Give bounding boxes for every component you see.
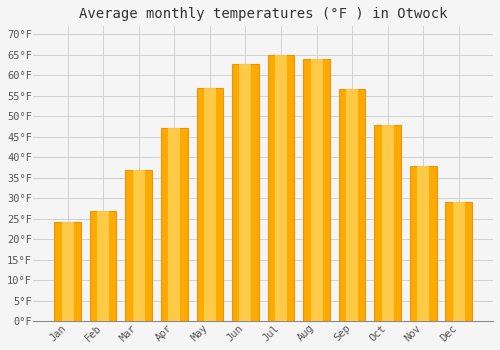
Bar — [168, 128, 180, 321]
Bar — [240, 64, 252, 321]
Bar — [204, 88, 216, 321]
Bar — [126, 170, 152, 321]
Bar — [54, 222, 81, 321]
Bar — [410, 166, 436, 321]
Title: Average monthly temperatures (°F ) in Otwock: Average monthly temperatures (°F ) in Ot… — [79, 7, 448, 21]
Bar — [382, 125, 394, 321]
Bar — [161, 128, 188, 321]
Bar — [446, 202, 472, 321]
Bar — [97, 211, 109, 321]
Bar — [268, 55, 294, 321]
Bar — [90, 211, 117, 321]
Bar — [339, 89, 365, 321]
Bar — [132, 170, 144, 321]
Bar — [303, 60, 330, 321]
Bar — [275, 55, 287, 321]
Bar — [346, 89, 358, 321]
Bar — [62, 222, 74, 321]
Bar — [196, 88, 223, 321]
Bar — [310, 60, 322, 321]
Bar — [453, 202, 465, 321]
Bar — [232, 64, 258, 321]
Bar — [374, 125, 401, 321]
Bar — [418, 166, 430, 321]
